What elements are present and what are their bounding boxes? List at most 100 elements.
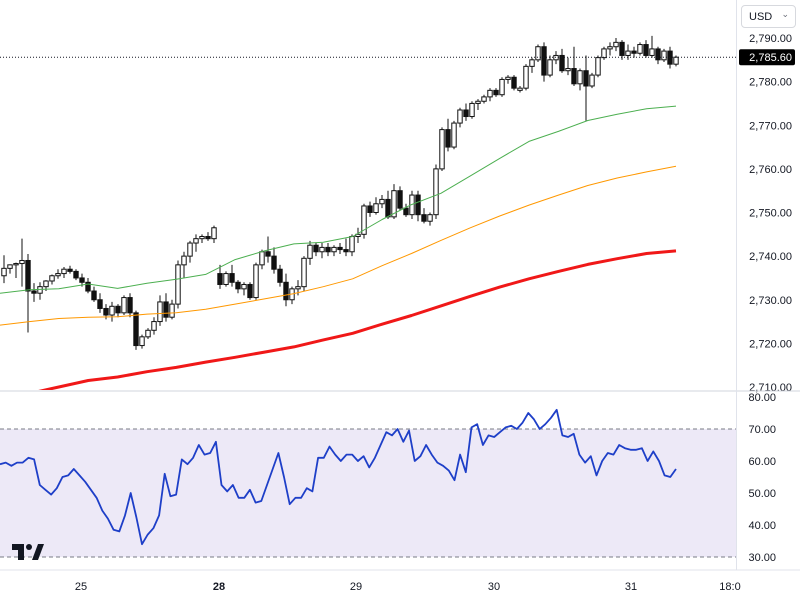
candle[interactable] [547, 55, 553, 78]
candle[interactable] [193, 234, 199, 252]
candle[interactable] [661, 48, 667, 62]
candle[interactable] [247, 282, 253, 300]
tradingview-logo-icon[interactable] [10, 540, 44, 564]
candle[interactable] [427, 212, 433, 226]
candle[interactable] [229, 264, 235, 287]
candle[interactable] [181, 251, 187, 278]
candle[interactable] [283, 273, 289, 307]
candle[interactable] [529, 57, 535, 73]
candle[interactable] [565, 57, 571, 76]
candle[interactable] [583, 55, 589, 121]
candle[interactable] [61, 267, 67, 278]
candle[interactable] [325, 243, 331, 257]
candle[interactable] [271, 247, 277, 274]
candle[interactable] [319, 243, 325, 259]
candle[interactable] [217, 264, 223, 289]
candle[interactable] [175, 260, 181, 309]
candle[interactable] [589, 72, 595, 89]
candle[interactable] [415, 190, 421, 222]
candle[interactable] [97, 293, 103, 313]
candle[interactable] [457, 107, 463, 128]
candle[interactable] [523, 64, 529, 91]
candle[interactable] [475, 99, 481, 110]
candle[interactable] [277, 264, 283, 287]
candle[interactable] [139, 334, 145, 349]
price-pane[interactable] [0, 35, 679, 400]
candle[interactable] [439, 127, 445, 172]
candle[interactable] [85, 277, 91, 294]
candle[interactable] [115, 304, 121, 318]
candle[interactable] [7, 264, 13, 274]
candle[interactable] [49, 274, 55, 285]
candle[interactable] [655, 46, 661, 65]
candle[interactable] [631, 46, 637, 58]
candle[interactable] [469, 101, 475, 119]
rsi-axis[interactable]: 30.00 40.00 50.00 60.00 70.00 80.00 [748, 392, 776, 564]
candle[interactable] [145, 328, 151, 340]
candle[interactable] [205, 232, 211, 241]
candle[interactable] [151, 317, 157, 335]
candle[interactable] [19, 238, 25, 287]
candle[interactable] [223, 271, 229, 287]
candle[interactable] [121, 295, 127, 316]
candle[interactable] [379, 195, 385, 209]
candle[interactable] [253, 262, 259, 300]
candle[interactable] [187, 240, 193, 263]
candle[interactable] [307, 240, 313, 265]
candle[interactable] [301, 256, 307, 292]
candle[interactable] [499, 77, 505, 97]
candle[interactable] [607, 42, 613, 56]
candle[interactable] [367, 201, 373, 217]
candle[interactable] [55, 269, 61, 279]
candle[interactable] [571, 46, 577, 86]
candle[interactable] [343, 238, 349, 257]
candle[interactable] [373, 197, 379, 215]
candle[interactable] [637, 42, 643, 56]
candle[interactable] [643, 40, 649, 58]
candle[interactable] [109, 301, 115, 322]
candle[interactable] [163, 293, 169, 322]
candle[interactable] [511, 75, 517, 91]
price-axis[interactable]: 2,710.002,720.002,730.002,740.002,750.00… [739, 33, 795, 394]
candle[interactable] [235, 280, 241, 294]
candle[interactable] [133, 310, 139, 350]
candle[interactable] [25, 253, 31, 333]
rsi-pane[interactable] [0, 408, 736, 558]
candle[interactable] [559, 48, 565, 73]
candle[interactable] [337, 243, 343, 254]
candle[interactable] [355, 227, 361, 244]
candle[interactable] [445, 118, 451, 152]
candle[interactable] [517, 85, 523, 93]
candle[interactable] [397, 186, 403, 211]
candle[interactable] [535, 44, 541, 62]
candle[interactable] [157, 295, 163, 326]
candle[interactable] [403, 203, 409, 217]
candle[interactable] [1, 255, 7, 284]
candle[interactable] [421, 208, 427, 224]
candle[interactable] [67, 265, 73, 274]
candle[interactable] [127, 293, 133, 318]
candle[interactable] [487, 88, 493, 102]
candle[interactable] [313, 243, 319, 257]
candle[interactable] [601, 46, 607, 60]
candle[interactable] [331, 245, 337, 257]
candle[interactable] [463, 103, 469, 121]
candle[interactable] [169, 299, 175, 320]
candle[interactable] [13, 262, 19, 278]
candle[interactable] [241, 282, 247, 296]
candle[interactable] [199, 234, 205, 244]
candle[interactable] [73, 269, 79, 281]
currency-select[interactable]: USD ⌄ [741, 5, 796, 28]
candle[interactable] [433, 164, 439, 220]
time-axis[interactable]: 25 28 29 30 31 18:0 [75, 581, 741, 593]
candle[interactable] [361, 203, 367, 239]
candle[interactable] [481, 94, 487, 104]
candle[interactable] [31, 283, 37, 302]
candle[interactable] [493, 88, 499, 97]
candle[interactable] [211, 225, 217, 244]
candle[interactable] [451, 120, 457, 150]
candle[interactable] [595, 55, 601, 78]
candle[interactable] [541, 42, 547, 82]
candle[interactable] [79, 273, 85, 287]
